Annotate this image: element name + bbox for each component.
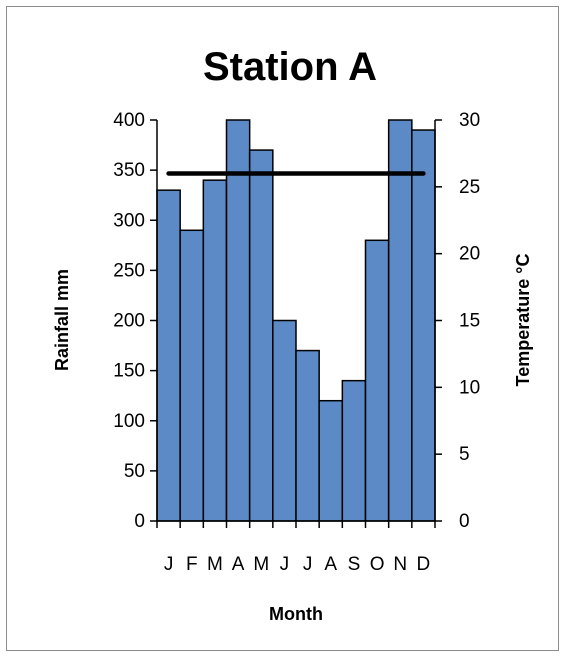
bar-12	[411, 129, 436, 522]
x-tick-label-9: S	[348, 554, 361, 575]
bar-9	[341, 379, 367, 522]
y2-tick-label-0: 0	[459, 511, 470, 532]
bar-2	[179, 229, 205, 522]
bars-group	[156, 119, 436, 522]
chart-title: Station A	[203, 45, 377, 89]
y2-tick-label-2: 10	[459, 377, 480, 398]
x-tick-label-4: A	[232, 554, 245, 575]
x-tick-label-6: J	[280, 554, 290, 575]
x-tick-label-5: M	[253, 554, 269, 575]
x-tick-label-3: M	[207, 554, 223, 575]
y-tick-label-6: 300	[113, 210, 145, 231]
y-tick-label-1: 50	[124, 461, 145, 482]
bar-4	[225, 119, 251, 522]
bar-1	[156, 189, 181, 522]
x-tick-label-10: O	[370, 554, 385, 575]
y2-tick-label-3: 15	[459, 311, 480, 332]
bar-5	[248, 149, 274, 522]
bar-7	[295, 349, 320, 522]
y2-axis-title: Temperature °C	[513, 254, 533, 387]
x-tick-label-1: J	[164, 554, 174, 575]
y-tick-label-3: 150	[113, 361, 145, 382]
x-tick-label-2: F	[186, 554, 198, 575]
y-tick-label-5: 250	[113, 260, 145, 281]
y2-tick-label-6: 30	[459, 110, 480, 131]
bar-3	[202, 179, 228, 522]
x-tick-label-7: J	[303, 554, 313, 575]
y2-tick-label-4: 20	[459, 244, 480, 265]
y-tick-label-0: 0	[134, 511, 145, 532]
bar-10	[364, 239, 390, 522]
x-tick-label-8: A	[324, 554, 337, 575]
y-tick-label-7: 350	[113, 160, 145, 181]
y-tick-label-4: 200	[113, 311, 145, 332]
bar-8	[318, 399, 344, 522]
bar-6	[272, 319, 297, 522]
bar-11	[387, 119, 413, 522]
y-axis-title: Rainfall mm	[52, 269, 72, 371]
y-tick-label-8: 400	[113, 110, 145, 131]
x-tick-label-11: N	[393, 554, 407, 575]
y2-tick-label-1: 5	[459, 444, 470, 465]
y2-tick-label-5: 25	[459, 177, 480, 198]
y-tick-label-2: 100	[113, 411, 145, 432]
x-axis-title: Month	[269, 604, 323, 624]
x-tick-label-12: D	[417, 554, 431, 575]
